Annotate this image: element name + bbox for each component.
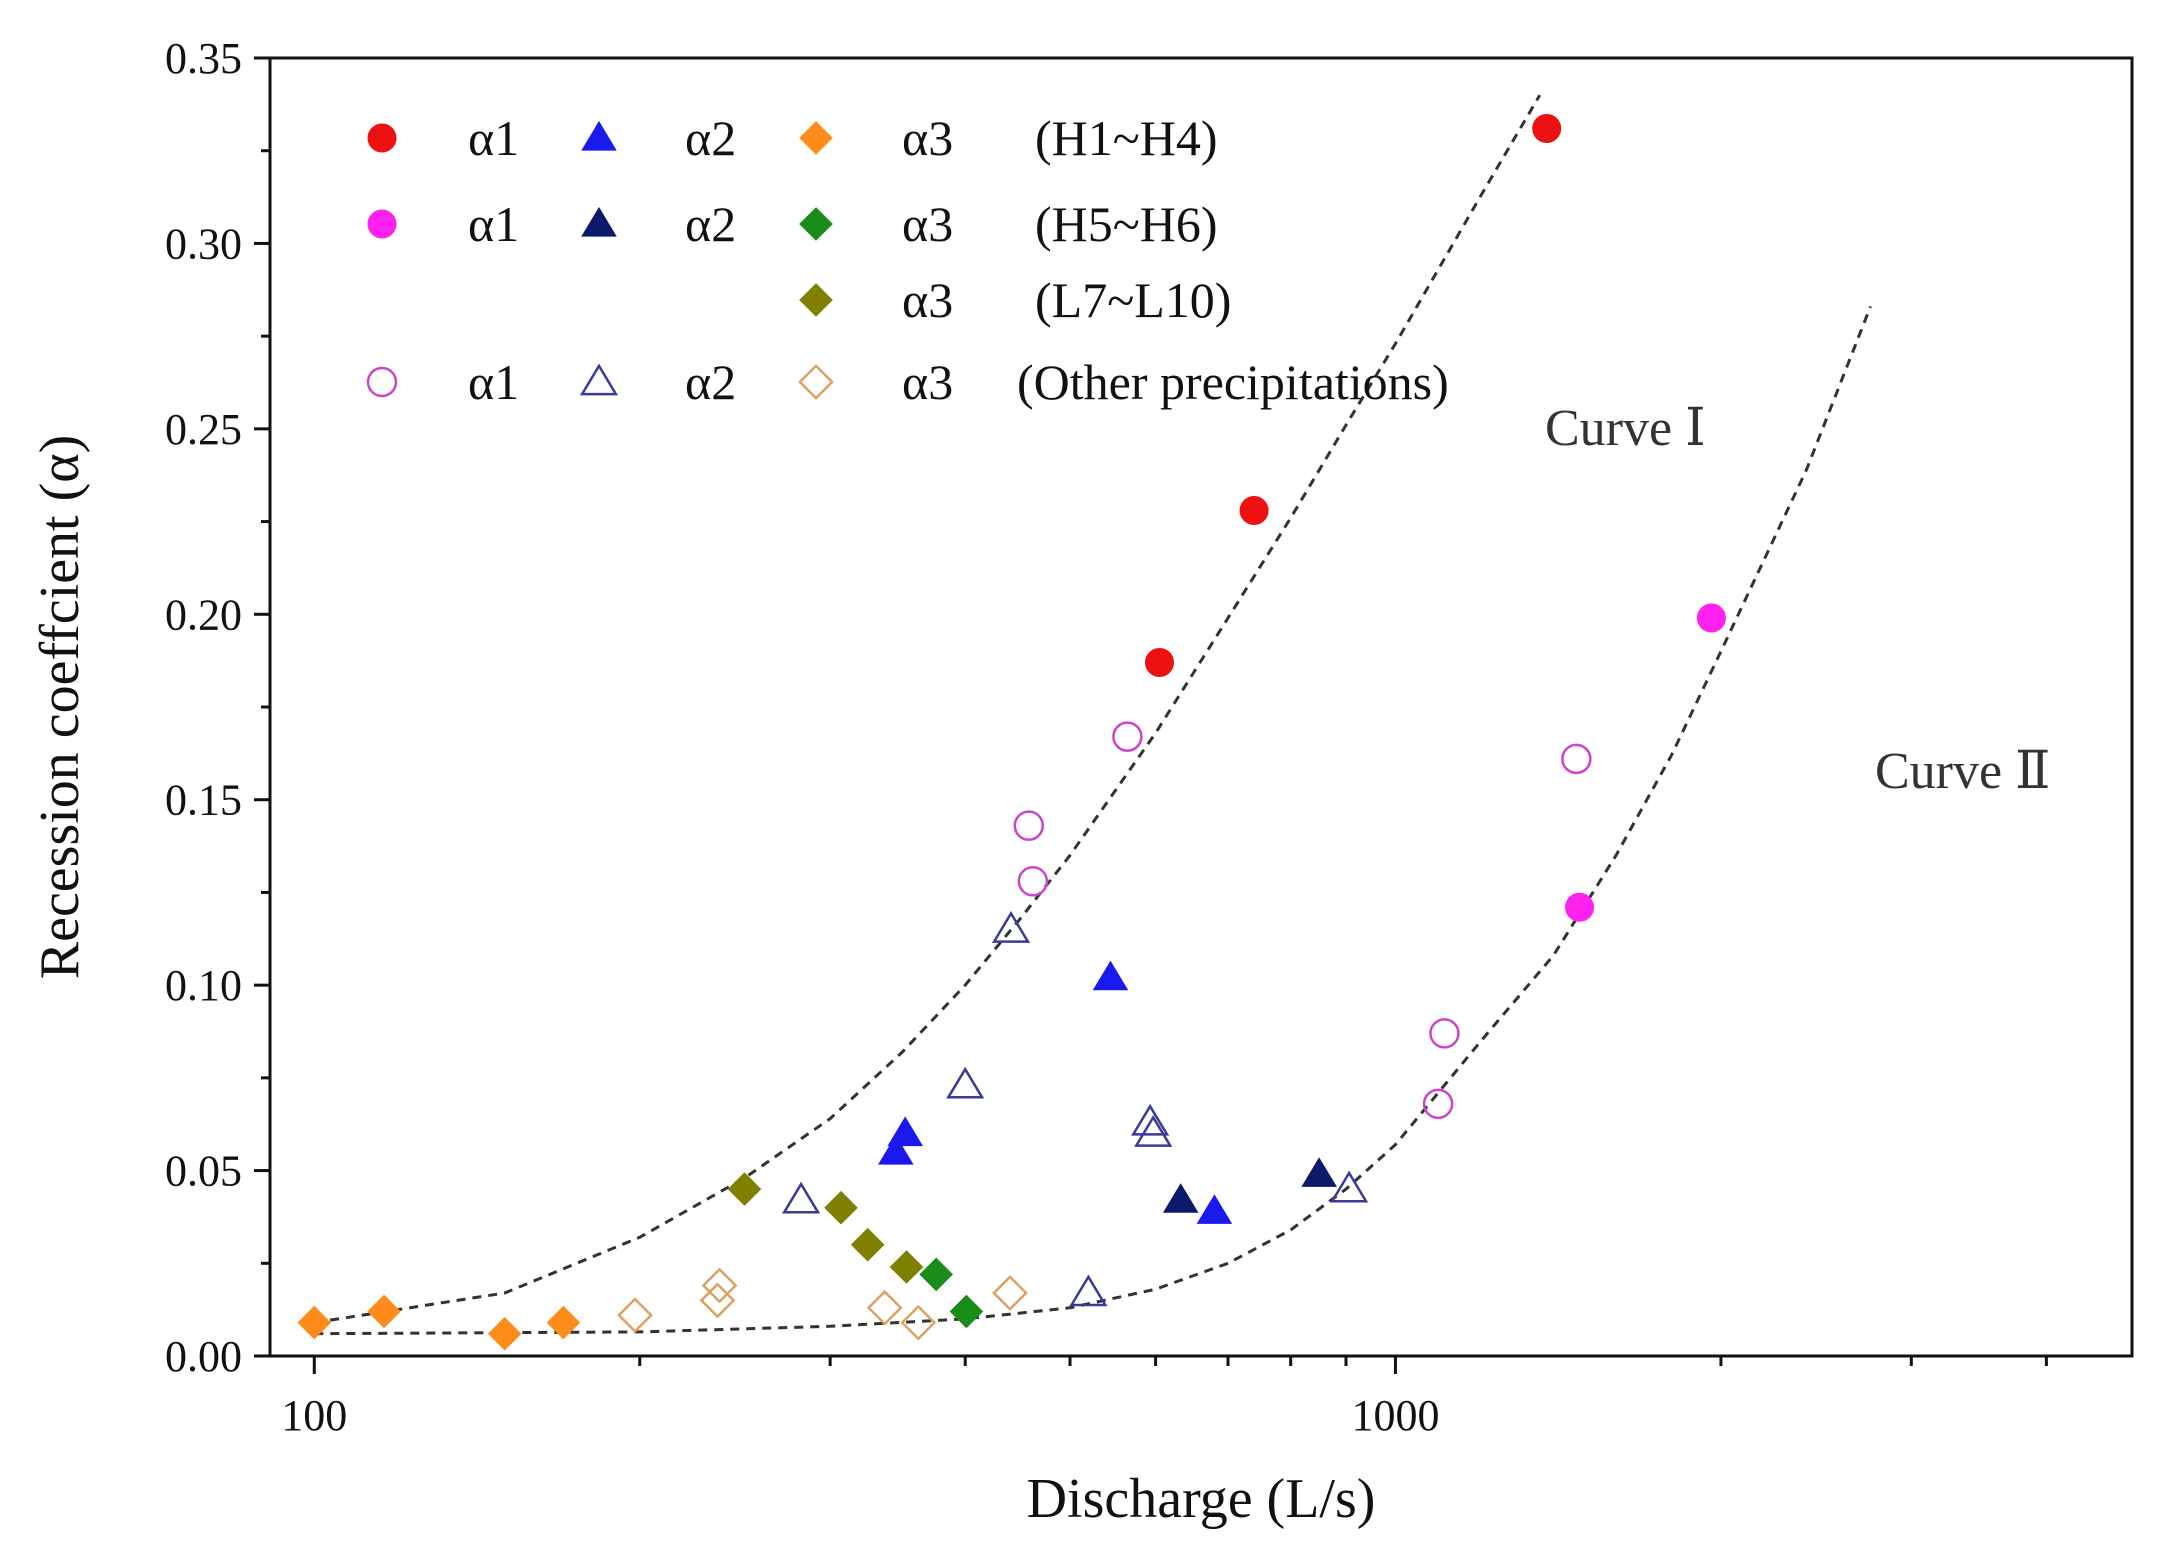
legend-group-label: (Other precipitations) bbox=[1017, 354, 1449, 410]
legend-entry-a1-other: α1 bbox=[468, 354, 519, 410]
a3-h1h4-point bbox=[297, 1305, 332, 1340]
y-tick-label: 0.35 bbox=[165, 34, 242, 83]
legend-entry-a3-h1h4: α3 bbox=[902, 110, 953, 166]
a3-other-point bbox=[699, 1282, 736, 1319]
legend-marker-a3-h5h6 bbox=[799, 207, 833, 241]
a3-other-point bbox=[701, 1267, 738, 1304]
a3-h1h4-point bbox=[546, 1305, 581, 1340]
plot-area bbox=[268, 56, 2134, 1358]
legend-marker-a3-h1h4 bbox=[799, 121, 833, 155]
axes: 0.00 0.05 0.10 0.15 0.20 0.25 0.30 0.35 100 1000 bbox=[165, 34, 2048, 1440]
a1-other-point bbox=[1429, 1018, 1460, 1049]
a3-h1h4-point bbox=[487, 1316, 522, 1351]
legend-marker-a1-h5h6 bbox=[367, 209, 397, 239]
a3-other-point bbox=[992, 1275, 1028, 1311]
a2-h1h4-point bbox=[1092, 960, 1129, 991]
a2-h5h6-point bbox=[1301, 1157, 1337, 1187]
a3-l7l10-point bbox=[824, 1190, 858, 1225]
a1-h1h4-point bbox=[1239, 495, 1269, 525]
y-tick-label: 0.10 bbox=[165, 961, 242, 1010]
legend-marker-a2-h5h6 bbox=[581, 206, 617, 237]
curve-2-label: Curve Ⅱ bbox=[1875, 743, 2050, 800]
a1-h5h6-point bbox=[1696, 603, 1726, 633]
data-points bbox=[297, 113, 1726, 1351]
a2-h1h4-point bbox=[1196, 1194, 1233, 1224]
a3-h5h6-point bbox=[949, 1294, 984, 1329]
legend-marker-a3-other bbox=[798, 364, 834, 400]
legend-marker-a2-h1h4 bbox=[581, 120, 617, 151]
curve-2-line bbox=[314, 305, 1872, 1336]
a1-h5h6-point bbox=[1565, 892, 1595, 922]
legend: α1 α2 α3 (H1~H4) α1 α2 α3 (H5~H6) α3 (L7~L10) α1 α2… bbox=[366, 110, 1449, 410]
a2-other-point bbox=[781, 1181, 821, 1214]
a1-other-point bbox=[1013, 810, 1045, 841]
legend-group-label: (H5~H6) bbox=[1035, 196, 1218, 252]
a2-h1h4-point bbox=[878, 1134, 914, 1165]
a2-other-point bbox=[1130, 1103, 1170, 1136]
y-tick-label: 0.25 bbox=[165, 405, 242, 454]
a1-other-point bbox=[1017, 866, 1049, 897]
legend-marker-a3-l7l10 bbox=[799, 283, 833, 317]
a1-other-point bbox=[1561, 743, 1592, 775]
legend-entry-a3-h5h6: α3 bbox=[902, 196, 953, 252]
legend-marker-a1-other bbox=[366, 366, 398, 398]
legend-entry-a1-h1h4: α1 bbox=[468, 110, 519, 166]
a1-h1h4-point bbox=[1532, 113, 1562, 143]
a2-other-point bbox=[991, 910, 1031, 943]
a2-other-point bbox=[1069, 1274, 1108, 1307]
legend-entry-a3-l7l10: α3 bbox=[902, 272, 953, 328]
a2-h5h6-point bbox=[1162, 1183, 1199, 1213]
a3-other-point bbox=[617, 1297, 653, 1334]
legend-marker-a2-other bbox=[579, 363, 619, 396]
legend-group-label: (H1~H4) bbox=[1035, 110, 1218, 166]
legend-entry-a1-h5h6: α1 bbox=[468, 196, 519, 252]
y-tick-label: 0.20 bbox=[165, 590, 242, 639]
x-tick-label: 1000 bbox=[1351, 1391, 1439, 1440]
y-tick-label: 0.05 bbox=[165, 1147, 242, 1196]
a3-l7l10-point bbox=[727, 1172, 762, 1206]
a2-other-point bbox=[946, 1066, 985, 1099]
legend-entry-a3-other: α3 bbox=[902, 354, 953, 410]
a3-l7l10-point bbox=[889, 1250, 924, 1284]
legend-entry-a2-h1h4: α2 bbox=[685, 110, 736, 166]
a1-other-point bbox=[1422, 1088, 1454, 1120]
a3-other-point bbox=[866, 1289, 903, 1326]
legend-entry-a2-other: α2 bbox=[685, 354, 736, 410]
y-tick-label: 0.15 bbox=[165, 776, 242, 825]
legend-group-label: (L7~L10) bbox=[1035, 272, 1231, 328]
a3-h5h6-point bbox=[919, 1257, 954, 1292]
x-tick-label: 100 bbox=[281, 1391, 347, 1440]
plot-frame bbox=[268, 56, 2134, 1358]
a3-l7l10-point bbox=[850, 1227, 885, 1262]
a1-other-point bbox=[1112, 721, 1143, 752]
curve-1-label: Curve Ⅰ bbox=[1545, 400, 1706, 457]
y-tick-label: 0.00 bbox=[165, 1332, 242, 1381]
y-axis-title: Recession coeffcient (α) bbox=[29, 435, 91, 980]
a1-h1h4-point bbox=[1144, 647, 1174, 677]
y-tick-label: 0.30 bbox=[165, 219, 242, 268]
legend-entry-a2-h5h6: α2 bbox=[685, 196, 736, 252]
x-axis-title: Discharge (L/s) bbox=[1027, 1468, 1376, 1530]
legend-marker-a1-h1h4 bbox=[367, 123, 397, 153]
a2-other-point bbox=[1329, 1170, 1369, 1203]
a3-other-point bbox=[900, 1304, 937, 1341]
a2-other-point bbox=[1134, 1114, 1173, 1147]
a3-h1h4-point bbox=[367, 1294, 401, 1329]
